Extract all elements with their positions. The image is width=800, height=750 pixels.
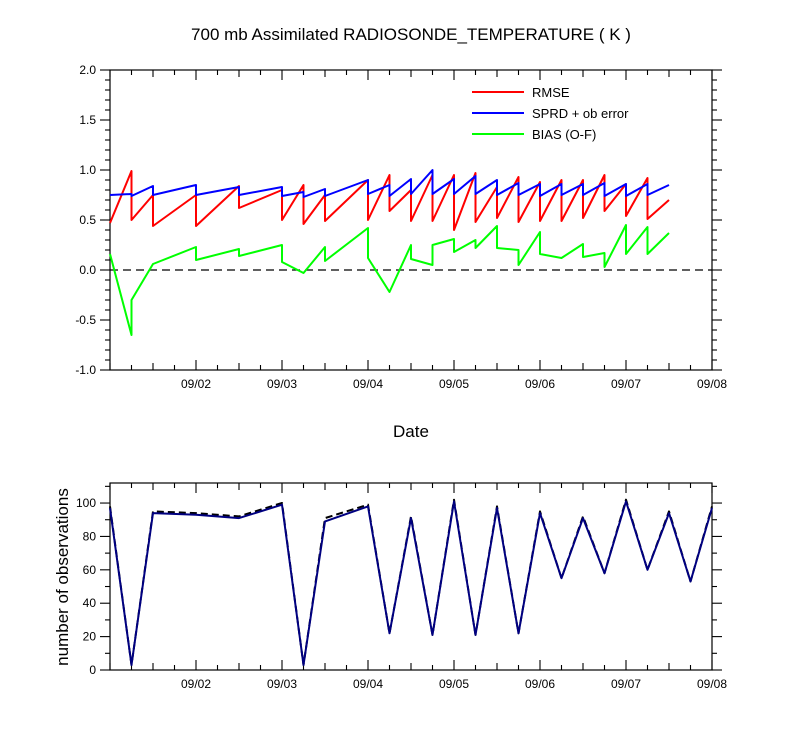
y-tick-label: 60 [83,563,97,577]
legend-label: SPRD + ob error [532,106,629,121]
bottom-panel: 09/02 09/03 09/04 09/05 09/06 09/07 09/08 100 80… [76,482,727,691]
x-axis-title: Date [393,422,429,441]
x-tick-label: 09/03 [267,377,297,391]
series-assimilated-line [109,500,713,666]
x-tick-label: 09/05 [439,677,469,691]
x-tick-label: 09/02 [181,377,211,391]
y-tick-label: 80 [83,529,97,543]
y-tick-label: 1.5 [79,113,96,127]
x-tick-label: 09/08 [697,377,727,391]
x-tick-label: 09/07 [611,677,641,691]
x-tick-label: 09/07 [611,377,641,391]
x-tick-label: 09/06 [525,677,555,691]
y-tick-label: 0.0 [79,263,96,277]
x-tick-label: 09/08 [697,677,727,691]
y-axis-title: number of observations [53,488,72,666]
y-tick-label: -1.0 [75,363,96,377]
x-tick-label: 09/03 [267,677,297,691]
x-tick-label: 09/06 [525,377,555,391]
series-sprd-ob-error-line [109,169,670,198]
x-tick-label: 09/02 [181,677,211,691]
x-tick-label: 09/04 [353,377,383,391]
top-panel: 09/02 09/03 09/04 09/05 09/06 09/07 09/08 2.0 1.… [75,63,727,391]
series-bias-o-f-line [109,224,670,336]
y-tick-label: 20 [83,630,97,644]
legend-label: BIAS (O-F) [532,127,596,142]
series-rmse-line [109,170,670,231]
x-tick-label: 09/05 [439,377,469,391]
y-tick-label: 40 [83,596,97,610]
y-tick-label: 0.5 [79,213,96,227]
y-tick-label: -0.5 [75,313,96,327]
legend-label: RMSE [532,85,570,100]
series-possible-line [109,498,713,666]
x-tick-label: 09/04 [353,677,383,691]
y-tick-label: 1.0 [79,163,96,177]
y-tick-label: 0 [89,663,96,677]
y-tick-label: 100 [76,496,96,510]
y-tick-label: 2.0 [79,63,96,77]
chart-title: 700 mb Assimilated RADIOSONDE_TEMPERATUR… [191,25,631,44]
